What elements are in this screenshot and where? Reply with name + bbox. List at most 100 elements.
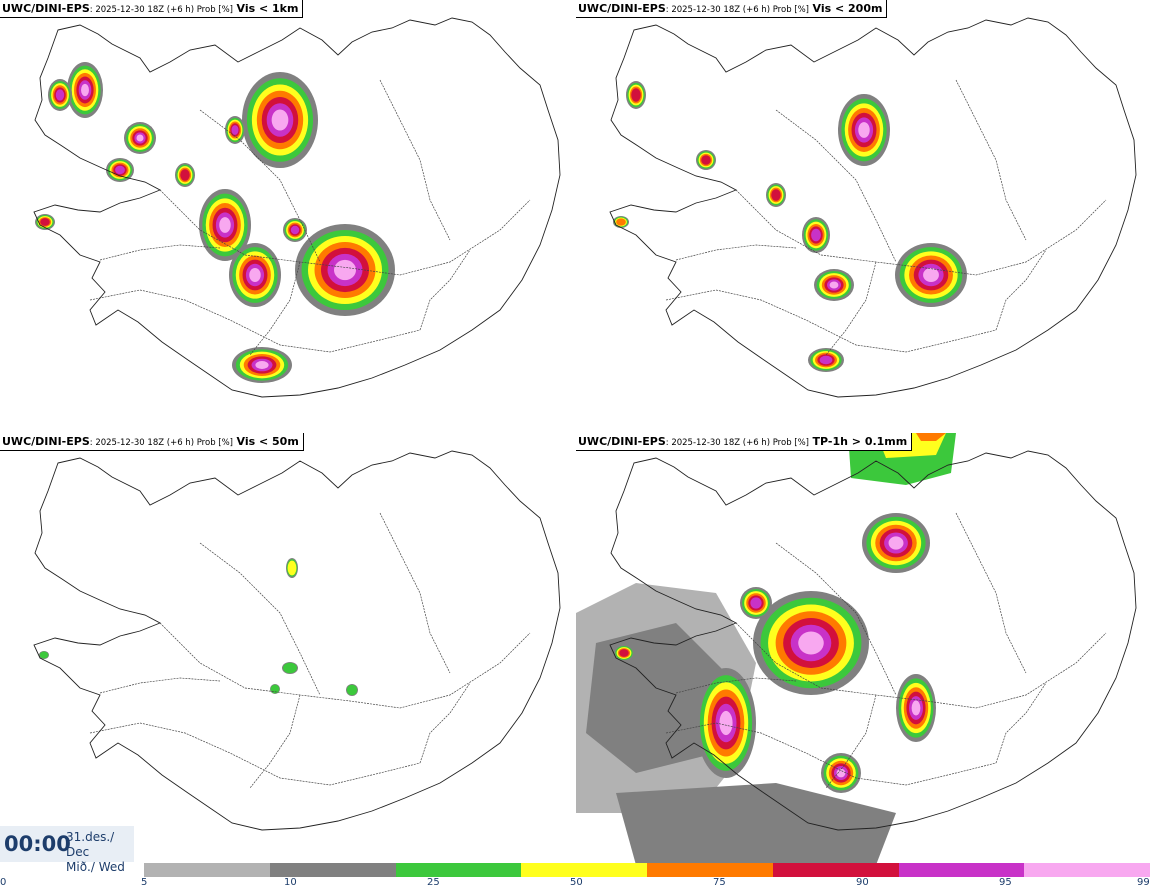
road-line	[665, 722, 997, 786]
road-line	[955, 79, 1027, 241]
colorbar-swatch	[1024, 863, 1150, 877]
panel-title: UWC/DINI-EPS: 2025-12-30 18Z (+6 h) Prob…	[576, 433, 913, 451]
probability-contour	[719, 710, 733, 736]
probability-contour	[136, 134, 144, 142]
coastline	[33, 450, 561, 831]
road-line	[735, 622, 1107, 709]
map-panel-vis-1km: UWC/DINI-EPS: 2025-12-30 18Z (+6 h) Prob…	[0, 0, 574, 432]
road-line	[675, 244, 797, 261]
colorbar	[144, 863, 1150, 877]
coastline	[609, 450, 1137, 831]
iceland-map	[576, 433, 1137, 865]
colorbar-swatch	[898, 863, 1025, 877]
probability-contour	[631, 88, 641, 102]
road-line	[199, 542, 321, 696]
colorbar-swatch	[647, 863, 773, 877]
road-line	[665, 289, 997, 353]
valid-date: 31.des./ Dec Mið./ Wed	[66, 830, 134, 875]
probability-contour	[829, 281, 839, 289]
probability-contour	[255, 361, 269, 369]
valid-time-box: 00:00 31.des./ Dec Mið./ Wed	[0, 826, 134, 874]
precip-sea-area	[616, 783, 896, 865]
probability-contour	[55, 89, 65, 101]
probability-contour	[334, 259, 356, 281]
probability-contour	[750, 597, 762, 609]
colorbar-tick-label: 50	[570, 877, 583, 888]
colorbar-tick-label: 90	[856, 877, 869, 888]
colorbar-swatch	[772, 863, 899, 877]
road-line	[99, 244, 221, 261]
panel-title: UWC/DINI-EPS: 2025-12-30 18Z (+6 h) Prob…	[576, 0, 888, 18]
road-line	[159, 189, 531, 276]
colorbar-tick-label: 5	[141, 877, 148, 888]
probability-contour	[81, 83, 89, 97]
panel-title: UWC/DINI-EPS: 2025-12-30 18Z (+6 h) Prob…	[0, 0, 304, 18]
colorbar-tick-label: 95	[999, 877, 1012, 888]
iceland-map	[609, 17, 1137, 398]
road-line	[735, 189, 1107, 276]
probability-contour	[346, 684, 358, 696]
probability-contour	[836, 768, 846, 778]
probability-contour	[219, 217, 231, 233]
probability-contour	[270, 684, 280, 694]
probability-contour	[619, 649, 629, 657]
probability-contour	[271, 109, 289, 131]
road-line	[995, 682, 1047, 764]
precip-sea-area	[916, 433, 946, 441]
probability-contour	[283, 662, 297, 674]
road-line	[89, 289, 421, 353]
road-line	[89, 722, 421, 786]
road-line	[199, 109, 321, 263]
iceland-map	[33, 450, 561, 831]
road-line	[379, 512, 451, 674]
iceland-map	[33, 17, 561, 398]
probability-contour	[798, 631, 824, 655]
colorbar-tick-label: 10	[284, 877, 297, 888]
panel-title: UWC/DINI-EPS: 2025-12-30 18Z (+6 h) Prob…	[0, 433, 304, 451]
road-line	[99, 677, 221, 694]
road-line	[419, 682, 471, 764]
road-line	[775, 542, 897, 696]
probability-contour	[888, 536, 904, 550]
probability-contour	[819, 355, 833, 365]
road-line	[955, 512, 1027, 674]
road-line	[159, 622, 531, 709]
probability-contour	[290, 225, 300, 235]
coastline	[33, 17, 561, 398]
probability-contour	[911, 700, 921, 716]
colorbar-tick-label: 99	[1137, 877, 1150, 888]
road-line	[825, 694, 877, 789]
road-line	[419, 249, 471, 331]
probability-contour	[616, 218, 626, 226]
colorbar-swatch	[395, 863, 522, 877]
map-panel-precip: UWC/DINI-EPS: 2025-12-30 18Z (+6 h) Prob…	[576, 433, 1150, 865]
probability-contour	[701, 155, 711, 165]
probability-contour	[40, 218, 50, 226]
road-line	[675, 677, 797, 694]
probability-contour	[249, 267, 261, 283]
probability-contour	[858, 122, 870, 138]
probability-contour	[811, 228, 821, 242]
road-line	[775, 109, 897, 263]
road-line	[249, 694, 301, 789]
valid-day-line: Mið./ Wed	[66, 860, 125, 874]
colorbar-tick-label: 75	[713, 877, 726, 888]
probability-contour	[923, 267, 939, 283]
colorbar-tick-label: 0	[0, 877, 7, 888]
colorbar-swatch	[144, 863, 270, 877]
road-line	[825, 261, 877, 356]
road-line	[249, 261, 301, 356]
map-panel-vis-200m: UWC/DINI-EPS: 2025-12-30 18Z (+6 h) Prob…	[576, 0, 1150, 432]
colorbar-tick-label: 25	[427, 877, 440, 888]
colorbar-swatch	[269, 863, 396, 877]
probability-contour	[287, 560, 297, 576]
probability-contour	[39, 651, 49, 659]
valid-date-line: 31.des./ Dec	[66, 830, 115, 859]
road-line	[379, 79, 451, 241]
probability-contour	[231, 125, 239, 135]
map-panel-vis-50m: UWC/DINI-EPS: 2025-12-30 18Z (+6 h) Prob…	[0, 433, 574, 865]
road-line	[995, 249, 1047, 331]
valid-time-clock: 00:00	[4, 832, 71, 856]
probability-contour	[180, 169, 190, 181]
probability-contour	[771, 189, 781, 201]
